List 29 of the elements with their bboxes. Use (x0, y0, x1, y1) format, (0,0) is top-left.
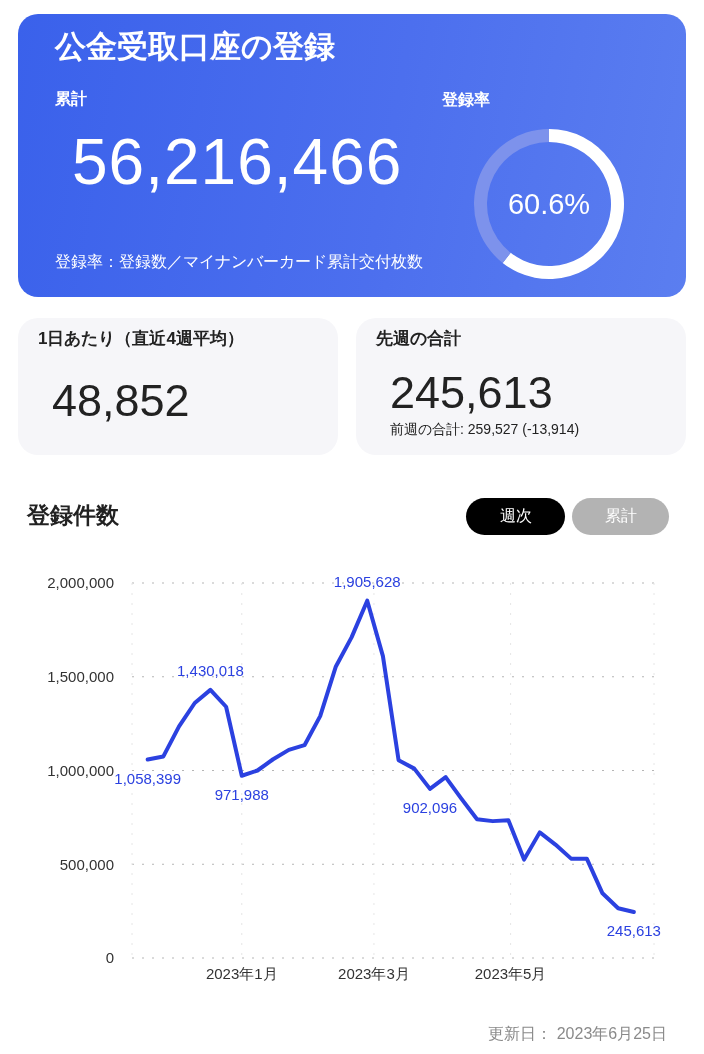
y-tick-label: 1,000,000 (47, 761, 114, 779)
text: 登録率：登録数／マイナンバーカード累計交付枚数 (55, 253, 423, 270)
data-label: 902,096 (402, 798, 458, 816)
x-tick-label: 2023年5月 (474, 964, 547, 982)
data-label: 245,613 (606, 921, 661, 939)
text: 累計 (55, 90, 87, 107)
donut-slice (502, 129, 624, 279)
y-tick-label: 500,000 (59, 855, 114, 873)
text: 56,216,466 (72, 126, 403, 198)
text: 前週の合計: 259,527 (-13,914) (390, 421, 580, 437)
y-tick-label: 1,500,000 (47, 668, 114, 686)
y-tick-label: 2,000,000 (47, 574, 114, 592)
text: 公金受取口座の登録 (55, 29, 335, 64)
text: 1日あたり（直近4週平均） (38, 329, 244, 348)
data-label: 60.6% (507, 187, 591, 220)
text: 245,613 (390, 367, 553, 418)
data-label: 1,058,399 (114, 769, 182, 787)
toggle-button[interactable]: 週次 (466, 498, 565, 535)
text: 先週の合計 (376, 329, 461, 348)
text: 48,852 (52, 375, 190, 426)
x-tick-label: 2023年1月 (205, 964, 278, 982)
chart-title: 登録率 (442, 91, 490, 108)
text: 更新日： 2023年6月25日 (488, 1025, 667, 1042)
chart-title: 登録件数 (27, 502, 119, 528)
data-label: 971,988 (214, 785, 269, 803)
data-label: 1,430,018 (177, 661, 244, 679)
y-tick-label: 0 (105, 949, 114, 967)
data-label: 1,905,628 (333, 572, 401, 590)
x-tick-label: 2023年3月 (338, 964, 410, 982)
